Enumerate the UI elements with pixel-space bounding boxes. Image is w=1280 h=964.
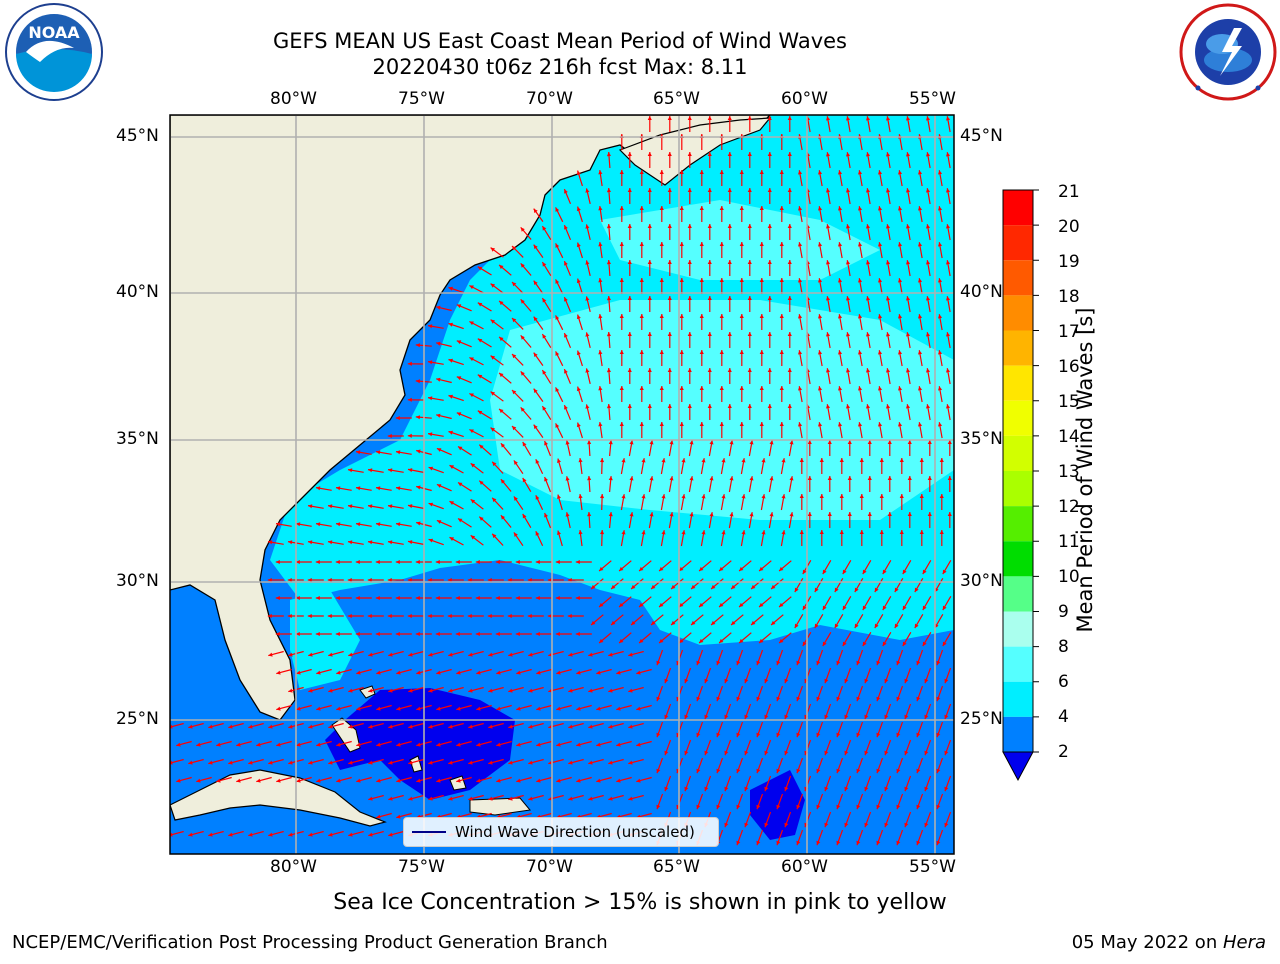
colorbar-swatches bbox=[1003, 190, 1033, 752]
colorbar-tick-label: 4 bbox=[1058, 707, 1069, 727]
lon-labels-bottom: 80°W 75°W 70°W 65°W 60°W 55°W bbox=[0, 857, 1280, 881]
colorbar-tick-label: 9 bbox=[1058, 602, 1069, 622]
footer-right: 05 May 2022 on Hera bbox=[1072, 932, 1266, 953]
colorbar-tick-label: 2 bbox=[1058, 742, 1069, 762]
colorbar-swatch bbox=[1003, 436, 1033, 471]
lon-label: 60°W bbox=[781, 857, 828, 877]
footer-host: Hera bbox=[1223, 932, 1266, 953]
lon-label: 80°W bbox=[270, 857, 317, 877]
colorbar-tick-label: 20 bbox=[1058, 217, 1080, 237]
colorbar-swatch bbox=[1003, 541, 1033, 576]
lon-label: 60°W bbox=[781, 89, 828, 109]
colorbar-tick-label: 8 bbox=[1058, 637, 1069, 657]
lon-label: 65°W bbox=[653, 857, 700, 877]
colorbar-swatch bbox=[1003, 576, 1033, 611]
colorbar-ticks bbox=[1033, 190, 1039, 752]
lon-label: 65°W bbox=[653, 89, 700, 109]
colorbar-swatch bbox=[1003, 366, 1033, 401]
lon-labels-top: 80°W 75°W 70°W 65°W 60°W 55°W bbox=[0, 89, 1280, 113]
colorbar-swatch bbox=[1003, 190, 1033, 225]
lon-label: 55°W bbox=[909, 89, 956, 109]
lon-label: 75°W bbox=[398, 89, 445, 109]
colorbar-under-triangle bbox=[1003, 752, 1033, 780]
lat-label: 25°N bbox=[116, 709, 159, 729]
footer-left: NCEP/EMC/Verification Post Processing Pr… bbox=[12, 932, 608, 953]
colorbar-tick-label: 21 bbox=[1058, 182, 1080, 202]
lat-label: 35°N bbox=[116, 429, 159, 449]
colorbar-swatch bbox=[1003, 401, 1033, 436]
lon-label: 70°W bbox=[526, 89, 573, 109]
colorbar-swatch bbox=[1003, 260, 1033, 295]
lat-label: 45°N bbox=[116, 126, 159, 146]
colorbar-swatch bbox=[1003, 647, 1033, 682]
footer-date: 05 May 2022 on bbox=[1072, 932, 1223, 953]
lat-labels-left: 45°N 40°N 35°N 30°N 25°N bbox=[0, 0, 170, 960]
legend-label: Wind Wave Direction (unscaled) bbox=[455, 818, 695, 846]
map-legend: Wind Wave Direction (unscaled) bbox=[403, 817, 719, 847]
lat-label: 30°N bbox=[116, 571, 159, 591]
lon-label: 75°W bbox=[398, 857, 445, 877]
colorbar-swatch bbox=[1003, 717, 1033, 752]
colorbar-swatch bbox=[1003, 682, 1033, 717]
colorbar-swatch bbox=[1003, 225, 1033, 260]
lat-label: 40°N bbox=[116, 282, 159, 302]
colorbar-swatch bbox=[1003, 331, 1033, 366]
colorbar-swatch bbox=[1003, 612, 1033, 647]
colorbar-tick-label: 6 bbox=[1058, 672, 1069, 692]
colorbar-swatch bbox=[1003, 506, 1033, 541]
lon-label: 80°W bbox=[270, 89, 317, 109]
lat-label: 45°N bbox=[960, 126, 1003, 146]
colorbar-title: Mean Period of Wind Waves [s] bbox=[1071, 290, 1099, 650]
lon-label: 70°W bbox=[526, 857, 573, 877]
lon-label: 55°W bbox=[909, 857, 956, 877]
colorbar-swatch bbox=[1003, 471, 1033, 506]
ocean-long-period-zone bbox=[490, 300, 954, 520]
legend-line-swatch bbox=[412, 831, 446, 833]
sea-ice-note: Sea Ice Concentration > 15% is shown in … bbox=[160, 890, 1120, 915]
colorbar-tick-label: 19 bbox=[1058, 252, 1080, 272]
colorbar-swatch bbox=[1003, 295, 1033, 330]
